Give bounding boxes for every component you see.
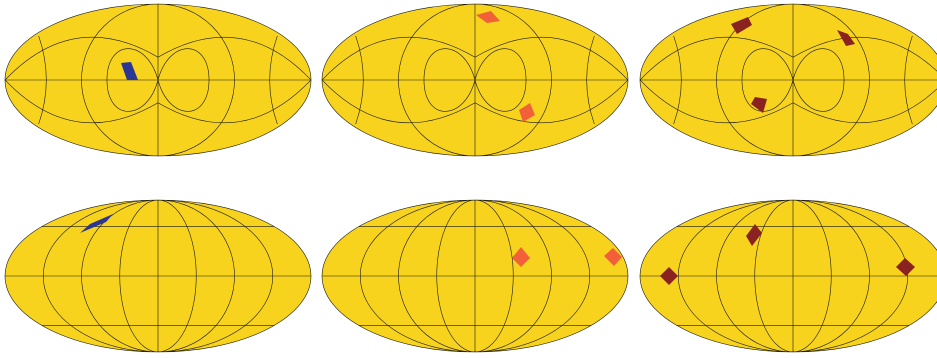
highlight-pixel-blue [121,62,138,80]
map-outline [639,199,937,353]
map-panel-top-middle [321,3,629,157]
map-panel-bottom-middle [321,199,629,353]
graticule-arc [5,36,159,81]
graticule-loop [157,48,210,112]
graticule-edge-arc [355,35,364,125]
map-panel-top-right [639,3,937,157]
meridian-line [716,4,870,156]
graticule-loop [423,48,476,112]
graticule-edge-arc [673,35,682,125]
map-panel-bottom-right [639,199,937,353]
graticule-edge-arc [38,35,47,125]
highlight-pixel-dark-red [837,30,855,46]
graticule-arc [322,36,476,81]
graticule-edge-arc [269,35,278,125]
graticule-arc [157,79,311,124]
meridian-line [398,200,552,352]
map-outline [321,199,629,353]
meridian-line [398,4,552,156]
meridian-line [119,200,197,352]
highlight-pixel-dark-red [896,258,915,276]
highlight-pixel-orange [476,11,500,23]
graticule-arc [792,79,937,124]
highlight-pixel-dark-red [746,224,762,246]
meridian-line [754,200,832,352]
graticule [5,4,311,156]
graticule-arc [474,79,628,124]
graticule-loop [474,48,527,112]
map-outline [4,199,312,353]
highlight-pixel-blue [80,214,113,233]
meridian-line [359,200,591,352]
meridian-line [677,200,909,352]
graticule-loop [792,48,845,112]
map-panel-top-left [4,3,312,157]
map-outline [321,3,629,157]
meridian-line [81,4,235,156]
graticule [322,4,628,156]
graticule-edge-arc [586,35,595,125]
graticule-arc [792,36,937,81]
graticule-loop [106,48,159,112]
highlight-pixel-orange [604,248,622,266]
graticule [640,200,937,352]
meridian-line [716,200,870,352]
highlight-pixel-orange [512,247,530,267]
graticule-edge-arc [904,35,913,125]
graticule [5,200,311,352]
graticule-arc [322,79,476,124]
highlight-pixel-dark-red [731,17,752,34]
meridian-line [42,200,274,352]
graticule [640,4,937,156]
graticule-arc [157,36,311,81]
highlight-pixel-dark-red [660,267,678,285]
map-panel-bottom-left [4,199,312,353]
meridian-line [436,200,514,352]
map-outline [639,3,937,157]
graticule-arc [640,79,794,124]
highlight-pixel-dark-red [751,97,767,113]
graticule-arc [474,36,628,81]
meridian-line [81,200,235,352]
graticule-arc [640,36,794,81]
graticule-loop [741,48,794,112]
map-outline [4,3,312,157]
highlight-pixel-orange [519,103,535,122]
graticule [322,200,628,352]
graticule-arc [5,79,159,124]
